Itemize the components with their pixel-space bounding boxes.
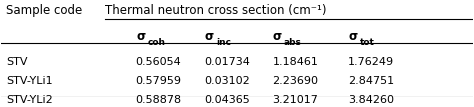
Text: 0.01734: 0.01734 — [204, 57, 250, 67]
Text: inc: inc — [216, 38, 231, 47]
Text: $\mathbf{\sigma}$: $\mathbf{\sigma}$ — [348, 30, 358, 43]
Text: 1.18461: 1.18461 — [273, 57, 318, 67]
Text: STV-YLi2: STV-YLi2 — [6, 95, 53, 105]
Text: 1.76249: 1.76249 — [348, 57, 394, 67]
Text: 0.03102: 0.03102 — [204, 76, 250, 86]
Text: coh: coh — [147, 38, 165, 47]
Text: STV: STV — [6, 57, 27, 67]
Text: abs: abs — [284, 38, 302, 47]
Text: 0.57959: 0.57959 — [136, 76, 182, 86]
Text: STV-YLi1: STV-YLi1 — [6, 76, 53, 86]
Text: tot: tot — [359, 38, 374, 47]
Text: 3.21017: 3.21017 — [273, 95, 318, 105]
Text: $\mathbf{\sigma}$: $\mathbf{\sigma}$ — [273, 30, 283, 43]
Text: Thermal neutron cross section (cm⁻¹): Thermal neutron cross section (cm⁻¹) — [105, 4, 327, 17]
Text: 2.84751: 2.84751 — [348, 76, 394, 86]
Text: 0.56054: 0.56054 — [136, 57, 182, 67]
Text: 0.58878: 0.58878 — [136, 95, 182, 105]
Text: $\mathbf{\sigma}$: $\mathbf{\sigma}$ — [136, 30, 146, 43]
Text: Sample code: Sample code — [6, 4, 82, 17]
Text: 3.84260: 3.84260 — [348, 95, 394, 105]
Text: $\mathbf{\sigma}$: $\mathbf{\sigma}$ — [204, 30, 215, 43]
Text: 0.04365: 0.04365 — [204, 95, 250, 105]
Text: 2.23690: 2.23690 — [273, 76, 319, 86]
